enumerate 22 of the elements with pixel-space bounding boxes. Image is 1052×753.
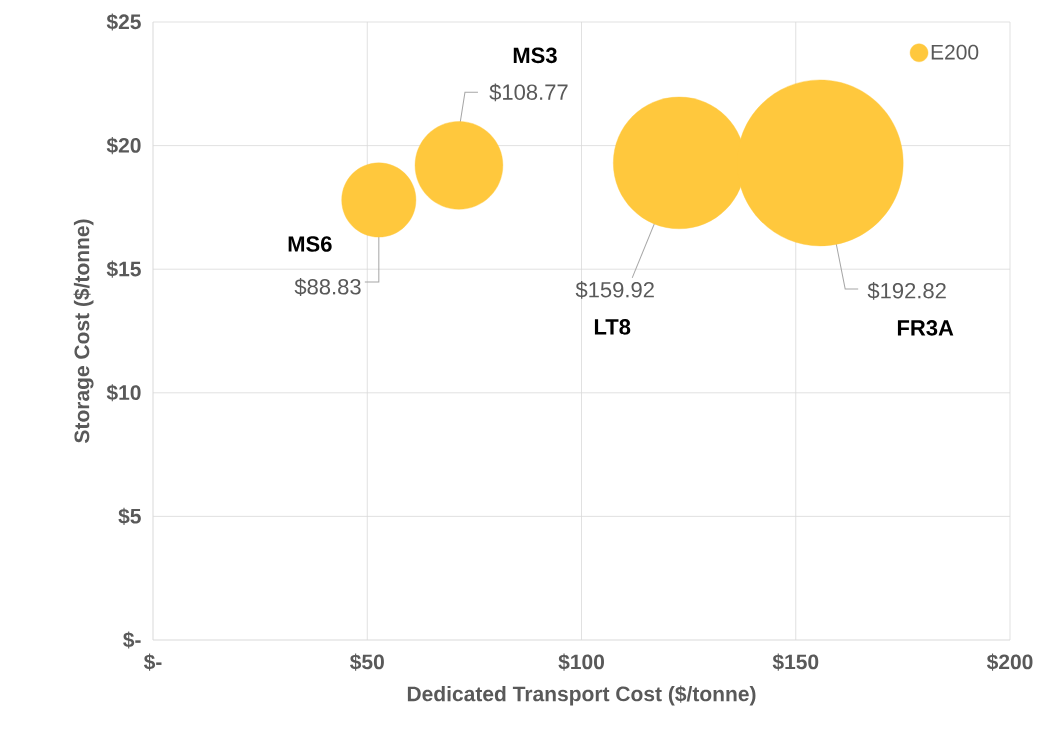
- x-axis-title: Dedicated Transport Cost ($/tonne): [407, 685, 756, 706]
- y-tick-label: $5: [118, 507, 141, 525]
- x-tick-label: $50: [350, 653, 384, 671]
- annotation: $108.77: [489, 83, 568, 102]
- annotation: FR3A: [897, 320, 954, 336]
- y-tick-label: $-: [123, 631, 141, 649]
- legend-label: E200: [931, 44, 979, 60]
- y-tick-label: $15: [106, 260, 141, 278]
- annotation: $88.83: [294, 278, 361, 296]
- x-tick-label: $-: [143, 653, 162, 671]
- y-tick-label: $20: [106, 137, 141, 155]
- x-tick-label: $100: [558, 653, 604, 671]
- x-tick-label: $150: [772, 653, 819, 671]
- annotation: LT8: [594, 319, 631, 335]
- y-tick-label: $25: [106, 13, 141, 31]
- annotation: $192.82: [867, 281, 946, 300]
- y-axis-title: Storage Cost ($/tonne): [73, 219, 94, 443]
- annotation: $159.92: [575, 280, 654, 299]
- annotation: MS3: [513, 47, 557, 64]
- x-tick-label: $200: [986, 653, 1033, 671]
- y-tick-label: $10: [106, 384, 141, 402]
- annotation: MS6: [288, 236, 332, 252]
